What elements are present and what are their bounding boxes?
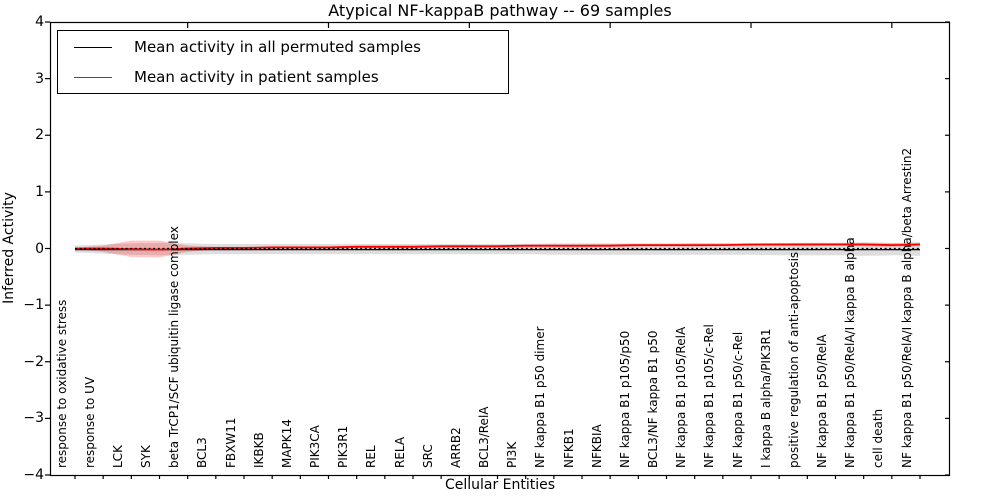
x-category-label: NF kappa B1 p50/RelA/I kappa B alpha [843, 237, 858, 468]
x-category-label: SRC [420, 444, 435, 468]
y-tick-label: −2 [23, 353, 44, 370]
x-category-label: BCL3 [195, 437, 210, 468]
patient-mean-line [75, 243, 921, 251]
x-category-label: FBXW11 [223, 417, 238, 469]
x-category-label: NF kappa B1 p105/c-Rel [702, 324, 717, 468]
y-tick-label: −1 [23, 297, 44, 314]
y-tick-label: 2 [35, 127, 44, 144]
x-category-label: PIK3CA [308, 425, 322, 468]
legend-line-patient-icon [74, 76, 112, 78]
x-category-label: NF kappa B1 p50 dimer [533, 326, 548, 468]
x-category-label: SYK [139, 445, 153, 468]
legend-label-patient: Mean activity in patient samples [134, 68, 379, 86]
x-category-label: NF kappa B1 p50/RelA [815, 334, 829, 468]
legend-item-patient: Mean activity in patient samples [58, 62, 508, 92]
legend-line-permuted-icon [74, 46, 112, 48]
x-category-label: LCK [110, 445, 125, 468]
x-category-label: cell death [871, 408, 886, 468]
y-tick-label: −3 [23, 410, 44, 427]
y-tick-label: 4 [35, 14, 44, 30]
y-tick-label: 3 [35, 70, 44, 87]
x-category-label: NF kappa B1 p105/RelA [674, 326, 689, 468]
x-category-label: I kappa B alpha/PIK3R1 [758, 328, 773, 468]
legend: Mean activity in all permuted samples Me… [57, 30, 509, 94]
y-tick-label: 1 [35, 183, 44, 200]
x-category-label: PI3K [505, 441, 520, 468]
x-category-label: ARRB2 [448, 427, 463, 468]
x-category-label: MAPK14 [279, 419, 294, 468]
x-category-label: NFKBIA [589, 424, 604, 468]
x-category-label: REL [364, 445, 379, 468]
x-category-label: NF kappa B1 p50/c-Rel [730, 331, 745, 468]
x-category-label: beta TrCP1/SCF ubiquitin ligase complex [167, 226, 182, 468]
x-category-label: RELA [392, 436, 407, 468]
x-category-label: response to UV [82, 376, 97, 468]
x-category-label: NF kappa B1 p105/p50 [617, 330, 632, 468]
y-tick-label: −4 [23, 467, 44, 483]
y-tick-label: 0 [35, 240, 44, 257]
legend-label-permuted: Mean activity in all permuted samples [134, 38, 421, 56]
x-category-label: NF kappa B1 p50/RelA/I kappa B alpha/bet… [899, 147, 914, 468]
x-axis-label: Cellular Entities [444, 477, 556, 493]
x-category-label: IKBKB [251, 432, 266, 468]
x-category-label: NFKB1 [561, 428, 576, 468]
x-category-label: response to oxidative stress [54, 299, 69, 468]
legend-item-permuted: Mean activity in all permuted samples [58, 32, 508, 62]
x-category-label: BCL3/NF kappa B1 p50 [646, 330, 660, 468]
x-category-label: positive regulation of anti-apoptosis [786, 251, 801, 468]
x-category-label: BCL3/RelA [477, 406, 491, 469]
chart-title: Atypical NF-kappaB pathway -- 69 samples [328, 1, 672, 20]
x-category-label: PIK3R1 [336, 425, 351, 468]
